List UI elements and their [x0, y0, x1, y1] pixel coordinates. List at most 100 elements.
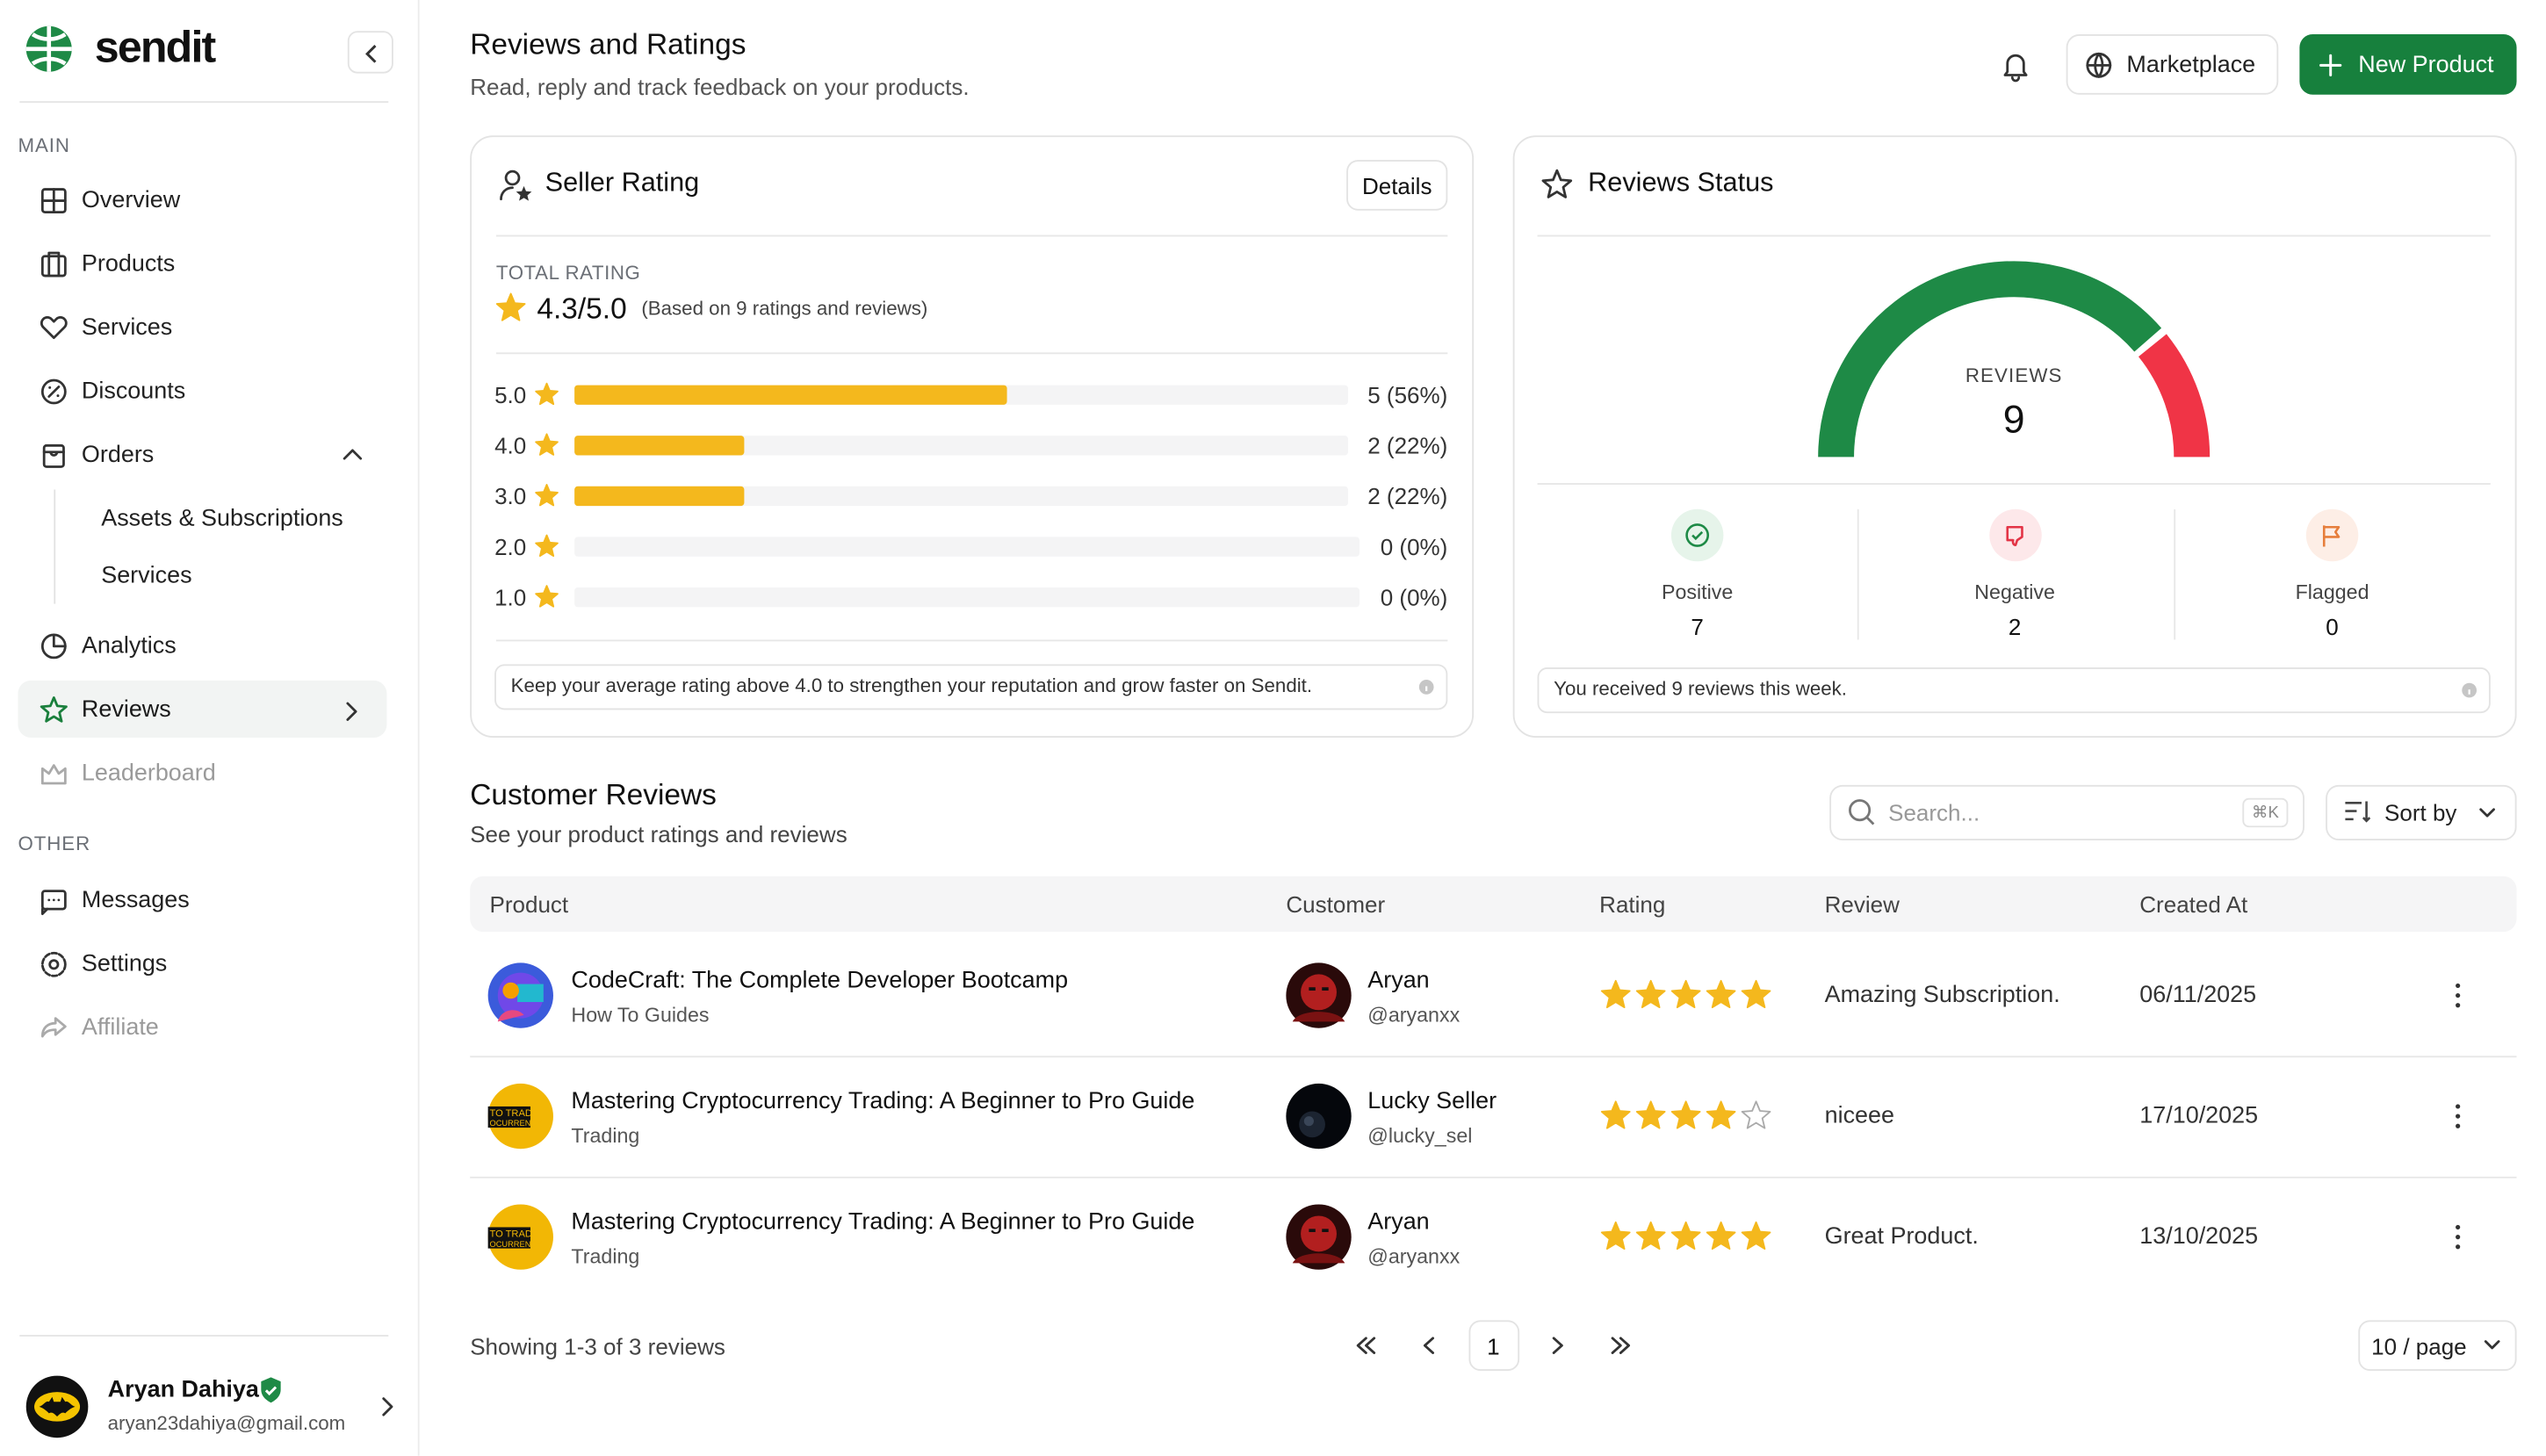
nav-item[interactable]: Orders	[81, 441, 155, 468]
column-header: Rating	[1599, 890, 1666, 918]
product-category: Trading	[571, 1244, 640, 1268]
review-text: Great Product.	[1824, 1222, 1979, 1250]
product-category: Trading	[571, 1124, 640, 1148]
rating-stars	[1600, 1221, 1771, 1251]
status-divider	[2174, 508, 2176, 640]
rating-basis: (Based on 9 ratings and reviews)	[641, 297, 928, 321]
star	[495, 292, 526, 321]
note-text: You received 9 reviews this week.	[1554, 677, 1847, 701]
page-button[interactable]	[1468, 1320, 1520, 1371]
rating-count: 0 (0%)	[1380, 584, 1448, 610]
rating-level: 2.0	[494, 533, 527, 560]
status-label: Positive	[1661, 580, 1734, 604]
nav-item[interactable]: Discounts	[81, 378, 186, 405]
nav-item[interactable]: Messages	[81, 887, 190, 913]
info-icon	[1418, 679, 1434, 695]
sub-nav-line	[54, 489, 56, 604]
brand-name: sendit	[94, 23, 216, 73]
row-menu	[2456, 1104, 2461, 1128]
star	[535, 534, 559, 557]
column-header: Review	[1824, 890, 1900, 918]
product-name: Mastering Cryptocurrency Trading: A Begi…	[571, 1087, 1195, 1114]
bar-track	[574, 587, 1360, 608]
product-name: Mastering Cryptocurrency Trading: A Begi…	[571, 1208, 1195, 1235]
customer-name: Lucky Seller	[1367, 1087, 1497, 1114]
chevron-down	[2479, 808, 2495, 818]
tip-text: Keep your average rating above 4.0 to st…	[510, 674, 1313, 697]
column-header: Created At	[2139, 890, 2248, 918]
nav-icon	[40, 764, 67, 785]
status-label: Negative	[1974, 580, 2055, 604]
rating-stars	[1600, 979, 1771, 1009]
nav-item[interactable]: Products	[81, 250, 176, 278]
shortcut-badge	[2242, 797, 2289, 828]
nav-item[interactable]: Overview	[81, 186, 181, 213]
rating-level: 4.0	[494, 432, 527, 458]
bar	[574, 486, 745, 507]
chevron-right	[346, 702, 357, 721]
chevron-up	[343, 449, 363, 460]
bar-track	[574, 436, 1348, 456]
row-menu	[2456, 1224, 2461, 1250]
nav-item[interactable]: Leaderboard	[81, 760, 216, 786]
nav-item[interactable]: Affiliate	[81, 1014, 159, 1041]
status-icon	[2005, 525, 2023, 546]
next-page	[1552, 1337, 1563, 1354]
created-date: 17/10/2025	[2139, 1102, 2259, 1129]
nav-item[interactable]: Settings	[81, 950, 168, 977]
status-value: 0	[2326, 613, 2339, 640]
nav-item[interactable]: Reviews	[81, 696, 171, 723]
active-nav-bg	[18, 680, 387, 738]
rating-count: 2 (22%)	[1367, 432, 1448, 458]
rating-count: 0 (0%)	[1380, 533, 1448, 560]
per-page[interactable]: 10 / page	[2371, 1333, 2467, 1359]
status-icon-bg	[2305, 508, 2359, 562]
button-label[interactable]: Marketplace	[2126, 51, 2256, 78]
created-date: 13/10/2025	[2139, 1222, 2259, 1250]
status-value: 2	[2008, 613, 2022, 640]
page-number[interactable]: 1	[1487, 1333, 1500, 1359]
nav-icon	[40, 251, 67, 278]
customer-handle: @aryanxx	[1367, 1244, 1461, 1268]
chevron	[365, 44, 377, 63]
collapse-button[interactable]	[347, 31, 393, 74]
nav-item[interactable]: Analytics	[81, 632, 177, 659]
product-category: How To Guides	[571, 1003, 710, 1027]
button-label[interactable]: Details	[1361, 172, 1432, 199]
customer-avatar	[1286, 1083, 1352, 1150]
bell-icon	[2003, 54, 2028, 83]
svg-text:OCURRENCY: OCURRENCY	[489, 1240, 542, 1249]
details-button[interactable]	[1346, 160, 1448, 211]
rating-count: 5 (56%)	[1367, 381, 1448, 408]
table-header	[470, 876, 2517, 933]
nav-item[interactable]: Services	[81, 314, 173, 341]
sub-nav-item[interactable]: Assets & Subscriptions	[101, 505, 343, 532]
verified-badge	[261, 1377, 281, 1403]
star	[535, 483, 559, 507]
sub-nav-item[interactable]: Services	[101, 562, 192, 589]
gauge-total: 9	[2002, 399, 2025, 443]
rating-level: 5.0	[494, 381, 527, 408]
divider	[1537, 483, 2491, 485]
review-text: niceee	[1824, 1102, 1895, 1129]
nav-icon	[40, 890, 67, 916]
customer-handle: @aryanxx	[1367, 1003, 1461, 1027]
divider	[495, 352, 1448, 355]
user-star-icon	[500, 169, 532, 201]
button-label[interactable]: Sort by	[2384, 799, 2457, 826]
status-icon-bg	[1670, 508, 1724, 562]
search-icon	[1849, 799, 1875, 825]
search-placeholder[interactable]: Search...	[1888, 799, 1980, 826]
plus-icon	[2319, 54, 2342, 76]
product-name: CodeCraft: The Complete Developer Bootca…	[571, 967, 1069, 993]
status-icon-bg	[1988, 508, 2041, 562]
card-title: Seller Rating	[545, 168, 700, 198]
button-label[interactable]: New Product	[2358, 51, 2494, 78]
search-input[interactable]	[1829, 784, 2304, 841]
bar	[574, 436, 745, 456]
